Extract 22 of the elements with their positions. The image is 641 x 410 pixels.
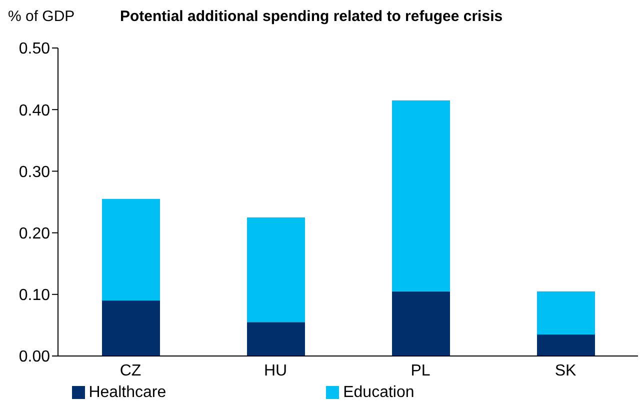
x-tick-label: SK [554, 362, 576, 380]
legend-label: Healthcare [88, 384, 166, 401]
bar [247, 322, 305, 356]
y-tick-label: 0.40 [18, 102, 50, 120]
bar [537, 291, 595, 334]
bar [392, 291, 450, 356]
bar [102, 300, 160, 356]
y-tick-label: 0.30 [18, 164, 50, 181]
bar [392, 100, 450, 292]
y-tick-label: 0.10 [18, 287, 50, 304]
x-tick-label: PL [410, 362, 430, 380]
y-tick-label: 0.50 [18, 40, 50, 58]
x-tick-label: HU [264, 362, 288, 380]
bar [102, 198, 160, 301]
bar [537, 334, 595, 356]
y-tick-label: 0.20 [18, 225, 50, 242]
chart-title: Potential additional spending related to refugee crisis [120, 8, 503, 25]
legend-label: Education [343, 384, 414, 401]
y-tick-label: 0.00 [18, 348, 50, 366]
bar [247, 217, 305, 322]
y-axis-title: % of GDP [8, 8, 76, 25]
x-tick-label: CZ [120, 362, 142, 380]
